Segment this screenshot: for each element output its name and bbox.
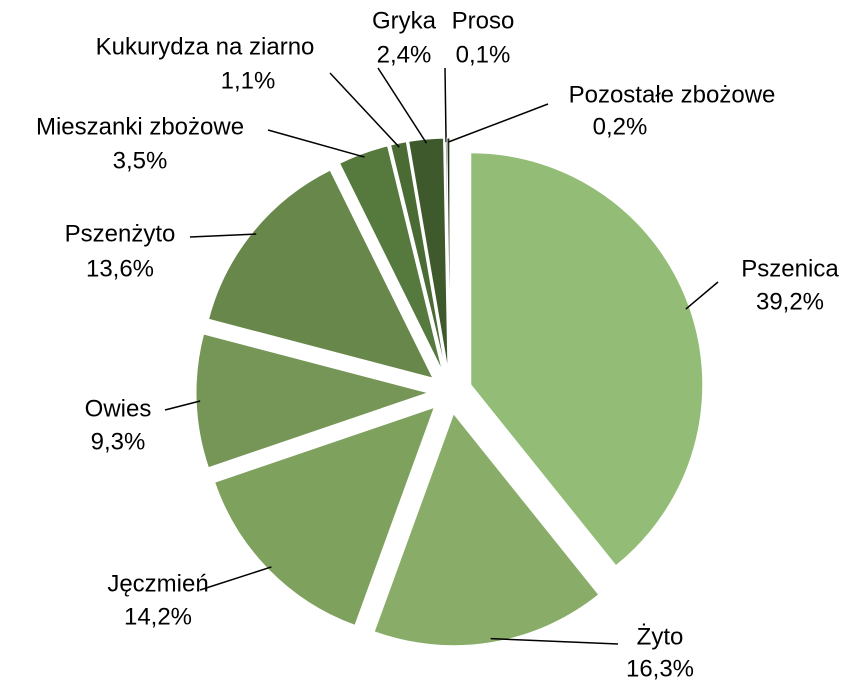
- slice-label: Pszenica: [741, 255, 839, 282]
- slice-value: 13,6%: [86, 255, 154, 282]
- slice-label: Kukurydza na ziarno: [96, 33, 315, 60]
- slice-value: 0,1%: [456, 41, 511, 68]
- slice-label: Owies: [85, 395, 152, 422]
- leader-line: [685, 281, 719, 310]
- leader-line: [490, 637, 619, 645]
- leader-line: [164, 400, 201, 411]
- slice-label: Pozostałe zbożowe: [569, 81, 776, 108]
- slice-value: 3,5%: [113, 147, 168, 174]
- pie-slice: [207, 169, 434, 379]
- leader-line: [199, 566, 272, 591]
- slice-value: 1,1%: [221, 67, 276, 94]
- slice-value: 39,2%: [756, 288, 824, 315]
- slice-value: 9,3%: [91, 428, 146, 455]
- leader-line: [448, 103, 549, 143]
- pie-slice: [408, 137, 449, 371]
- pie-slice: [214, 406, 436, 627]
- leader-line: [444, 67, 447, 143]
- slice-value: 2,4%: [377, 41, 432, 68]
- slice-label: Gryka: [372, 7, 437, 34]
- slice-value: 14,2%: [124, 603, 192, 630]
- slice-label: Proso: [452, 7, 515, 34]
- leader-line: [377, 67, 428, 144]
- pie-slice: [470, 152, 704, 567]
- slice-value: 0,2%: [593, 113, 648, 140]
- pie-slice: [195, 333, 430, 469]
- slice-label: Pszenżyto: [65, 220, 176, 247]
- slice-label: Mieszanki zbożowe: [36, 113, 244, 140]
- pie-slice: [338, 145, 443, 372]
- pie-slice: [390, 141, 447, 371]
- slice-value: 16,3%: [626, 655, 694, 682]
- slice-label: Żyto: [637, 623, 684, 650]
- leader-line: [189, 233, 257, 238]
- slice-label: Jęczmień: [107, 570, 208, 597]
- leader-line: [267, 129, 365, 158]
- pie-slice: [373, 412, 600, 647]
- leader-line: [329, 72, 400, 148]
- pie-slice: [446, 137, 451, 371]
